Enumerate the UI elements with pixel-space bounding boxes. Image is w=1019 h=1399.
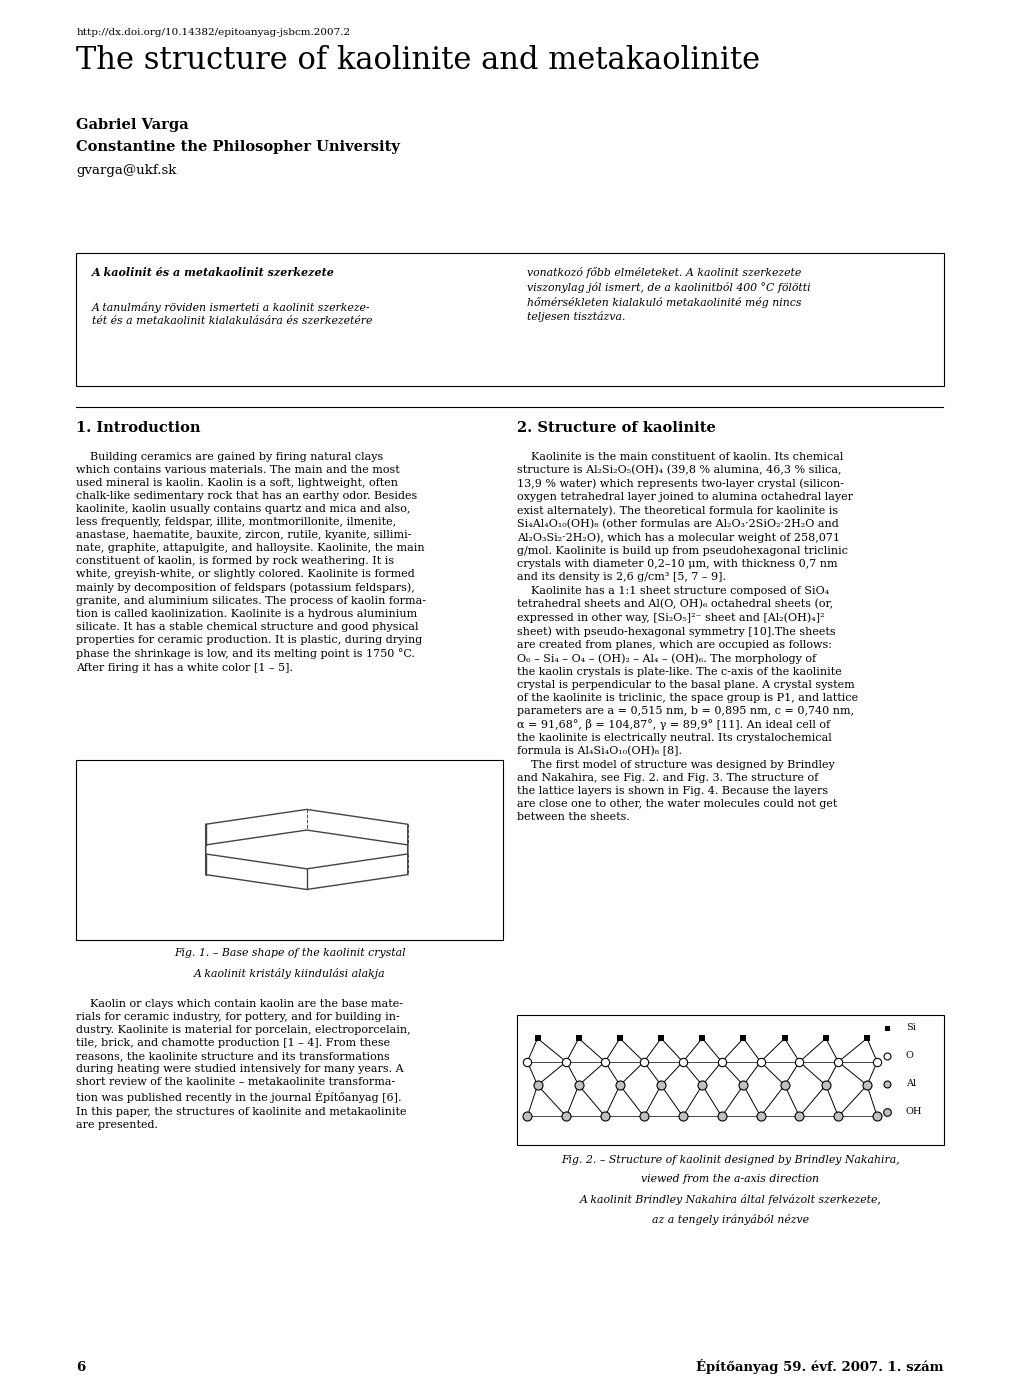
Text: http://dx.doi.org/10.14382/epitoanyag-jsbcm.2007.2: http://dx.doi.org/10.14382/epitoanyag-js… <box>76 28 351 36</box>
Text: The structure of kaolinite and metakaolinite: The structure of kaolinite and metakaoli… <box>76 45 760 76</box>
Text: Fig. 1. – Base shape of the kaolinit crystal: Fig. 1. – Base shape of the kaolinit cry… <box>173 949 406 958</box>
Bar <box>517 1016 943 1144</box>
Text: Building ceramics are gained by firing natural clays
which contains various mate: Building ceramics are gained by firing n… <box>76 452 426 673</box>
Text: Építőanyag 59. évf. 2007. 1. szám: Építőanyag 59. évf. 2007. 1. szám <box>695 1358 943 1374</box>
Text: Constantine the Philosopher University: Constantine the Philosopher University <box>76 140 400 154</box>
Text: Kaolinite is the main constituent of kaolin. Its chemical
structure is Al₂Si₂O₅(: Kaolinite is the main constituent of kao… <box>517 452 857 821</box>
Text: A kaolinit Brindley Nakahira által felvázolt szerkezete,: A kaolinit Brindley Nakahira által felvá… <box>579 1193 880 1205</box>
Text: A kaolinit kristály kiindulási alakja: A kaolinit kristály kiindulási alakja <box>194 968 385 979</box>
Text: A kaolinit és a metakaolinit szerkezete: A kaolinit és a metakaolinit szerkezete <box>92 267 334 278</box>
Bar <box>76 253 943 386</box>
Text: gvarga@ukf.sk: gvarga@ukf.sk <box>76 164 176 176</box>
Text: az a tengely irányából nézve: az a tengely irányából nézve <box>651 1213 808 1224</box>
Text: 6: 6 <box>76 1361 86 1374</box>
Text: OH: OH <box>905 1108 921 1116</box>
Text: O: O <box>905 1052 913 1060</box>
Text: Al: Al <box>905 1080 915 1088</box>
Text: 1. Introduction: 1. Introduction <box>76 421 201 435</box>
Text: viewed from the a-axis direction: viewed from the a-axis direction <box>641 1174 818 1185</box>
Text: Kaolin or clays which contain kaolin are the base mate-
rials for ceramic indust: Kaolin or clays which contain kaolin are… <box>76 999 411 1129</box>
Text: Gabriel Varga: Gabriel Varga <box>76 118 189 132</box>
Text: Fig. 2. – Structure of kaolinit designed by Brindley Nakahira,: Fig. 2. – Structure of kaolinit designed… <box>560 1154 899 1165</box>
Bar <box>76 760 502 940</box>
Text: 2. Structure of kaolinite: 2. Structure of kaolinite <box>517 421 715 435</box>
Text: Si: Si <box>905 1024 915 1032</box>
Text: A tanulmány röviden ismerteti a kaolinit szerkeze-
tét és a metakaolinit kialaku: A tanulmány röviden ismerteti a kaolinit… <box>92 302 372 326</box>
Text: vonatkozó főbb elméleteket. A kaolinit szerkezete
viszonylag jól ismert, de a ka: vonatkozó főbb elméleteket. A kaolinit s… <box>527 267 810 322</box>
